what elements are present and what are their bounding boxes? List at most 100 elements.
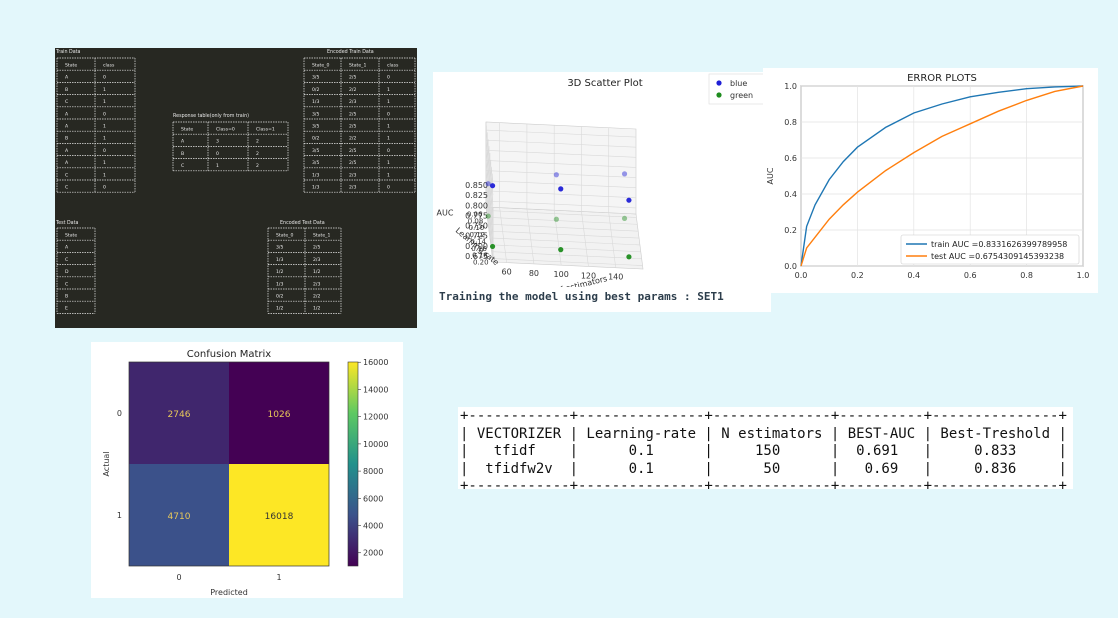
test-table-cell: C	[65, 281, 68, 287]
scatter-grid	[526, 208, 535, 264]
confusion-x-label: Predicted	[210, 588, 248, 597]
scatter-y-tick: 0.14	[470, 238, 486, 246]
train-table-cell: C	[65, 99, 68, 105]
encoded-train-table: State_0 State_1 class 3/5 2/5 0 0/2 2/2 1 1/3 2/3 1…	[303, 57, 416, 193]
scatter-y-tick: 0.06	[467, 210, 483, 218]
colorbar-tick: 6000	[363, 494, 383, 503]
encoded-test-table-cell: 2/3	[313, 257, 320, 263]
scatter-grid	[485, 139, 637, 148]
roc-x-tick: 0.6	[964, 271, 977, 280]
encoded-train-table-cell: 2/3	[349, 172, 356, 178]
encoded-train-table-cell: 0	[387, 185, 390, 191]
scatter-caption: Training the model using best params : S…	[439, 290, 724, 303]
scatter-grid	[490, 244, 641, 253]
roc-y-tick: 0.0	[784, 262, 797, 271]
encoded-train-table-cell: 3/5	[312, 75, 319, 81]
scatter-legend-marker	[716, 80, 722, 86]
terminal-panel: Train Data Encoded Train Data Response tab…	[55, 48, 417, 328]
train-table-cell: C	[65, 172, 68, 178]
train-table-cell: 1	[103, 160, 106, 166]
encoded-test-title: Encoded Test Data	[280, 220, 325, 226]
encoded-train-table-cell: 2/2	[349, 136, 356, 142]
scatter-grid	[485, 160, 637, 168]
scatter-grid	[485, 190, 637, 199]
encoded-test-table-header: State_1	[313, 233, 330, 239]
scatter-back-pane	[485, 121, 637, 215]
encoded-train-table-cell: 3/5	[312, 148, 319, 154]
scatter-point-blue	[621, 171, 628, 177]
encoded-train-table-cell: 1/3	[312, 185, 319, 191]
roc-y-tick: 0.8	[784, 118, 797, 127]
scatter-point-green	[558, 247, 564, 253]
train-table-cell: B	[65, 87, 68, 93]
train-table-header: State	[65, 63, 77, 69]
scatter-floor-pane	[485, 206, 644, 270]
train-table-cell: 0	[103, 75, 106, 81]
scatter-y-tick: 0.08	[468, 217, 484, 225]
scatter-point-blue	[626, 197, 632, 203]
confusion-cell	[229, 362, 329, 464]
scatter-y-tick: 0.16	[471, 245, 487, 253]
scatter-legend-marker	[716, 92, 722, 98]
train-table-cell: A	[65, 75, 69, 81]
response-table-cell: 2	[256, 163, 259, 169]
scatter-grid	[485, 130, 494, 186]
scatter-y-tick: 0.18	[472, 252, 488, 260]
encoded-train-table-cell: 2/5	[349, 160, 356, 166]
scatter-grid	[485, 150, 637, 158]
scatter-point-green	[626, 254, 632, 260]
train-table-cell: A	[65, 124, 69, 130]
scatter-z-tick: 0.825	[465, 191, 488, 200]
scatter-point-blue	[553, 172, 559, 178]
confusion-y-tick: 1	[117, 511, 122, 520]
results-table: +------------+---------------+----------…	[460, 408, 1067, 494]
scatter-grid	[489, 230, 640, 239]
roc-y-tick: 0.6	[784, 154, 797, 163]
train-table-cell: 0	[103, 111, 106, 117]
scatter-point-green	[553, 216, 559, 222]
train-table-cell: 1	[103, 99, 106, 105]
encoded-test-table-cell: 1/3	[276, 281, 283, 287]
scatter-grid	[491, 251, 642, 259]
scatter-x-label: No of estimators	[542, 274, 609, 287]
train-table-cell: 1	[103, 87, 106, 93]
scatter-z-tick: 0.750	[465, 222, 488, 231]
confusion-y-label: Actual	[102, 451, 111, 476]
scatter-y-tick: 0.10	[469, 224, 485, 232]
scatter-grid	[485, 160, 494, 216]
roc-x-tick: 0.0	[795, 271, 808, 280]
train-table-header: class	[103, 63, 115, 69]
encoded-train-table-header: class	[387, 63, 399, 69]
encoded-test-table-cell: 2/5	[313, 245, 320, 251]
scatter-z-tick: 0.850	[465, 181, 488, 190]
confusion-colorbar	[347, 361, 359, 567]
encoded-train-table-cell: 1	[387, 172, 390, 178]
results-table-panel: +------------+---------------+----------…	[458, 407, 1073, 494]
scatter-grid	[499, 207, 507, 263]
train-table-cell: 1	[103, 136, 106, 142]
encoded-train-table-cell: 3/5	[312, 160, 319, 166]
response-table-cell: B	[181, 151, 184, 157]
scatter-legend-label: green	[730, 91, 753, 100]
response-table-cell: A	[181, 139, 185, 145]
encoded-train-table-cell: 2/5	[349, 75, 356, 81]
confusion-cell-value: 4710	[168, 512, 191, 522]
encoded-train-table-cell: 2/3	[349, 185, 356, 191]
encoded-train-table-cell: 2/5	[349, 124, 356, 130]
scatter-y-tick: 0.12	[469, 231, 485, 239]
confusion-matrix-panel: Confusion Matrix 2746 1026 4710 16018 0 1 0 1 Pre…	[91, 342, 403, 598]
train-table: State class A 0 B 1 C 1 A 0 A 1 B 1 A 0 A 1 C 1 C 0	[56, 57, 136, 193]
scatter-z-tick: 0.800	[465, 201, 488, 210]
train-table-cell: 0	[103, 148, 106, 154]
scatter-grid	[487, 217, 638, 225]
scatter-title: 3D Scatter Plot	[567, 78, 642, 89]
encoded-train-table-cell: 0/2	[312, 87, 319, 93]
encoded-test-table-cell: 1/2	[313, 269, 320, 275]
encoded-test-table-cell: 1/3	[276, 257, 283, 263]
confusion-x-tick: 0	[176, 573, 181, 582]
train-table-cell: 1	[103, 172, 106, 178]
roc-title: ERROR PLOTS	[907, 73, 977, 84]
scatter-grid	[485, 170, 494, 226]
encoded-train-table-cell: 1	[387, 124, 390, 130]
train-table-cell: A	[65, 111, 69, 117]
